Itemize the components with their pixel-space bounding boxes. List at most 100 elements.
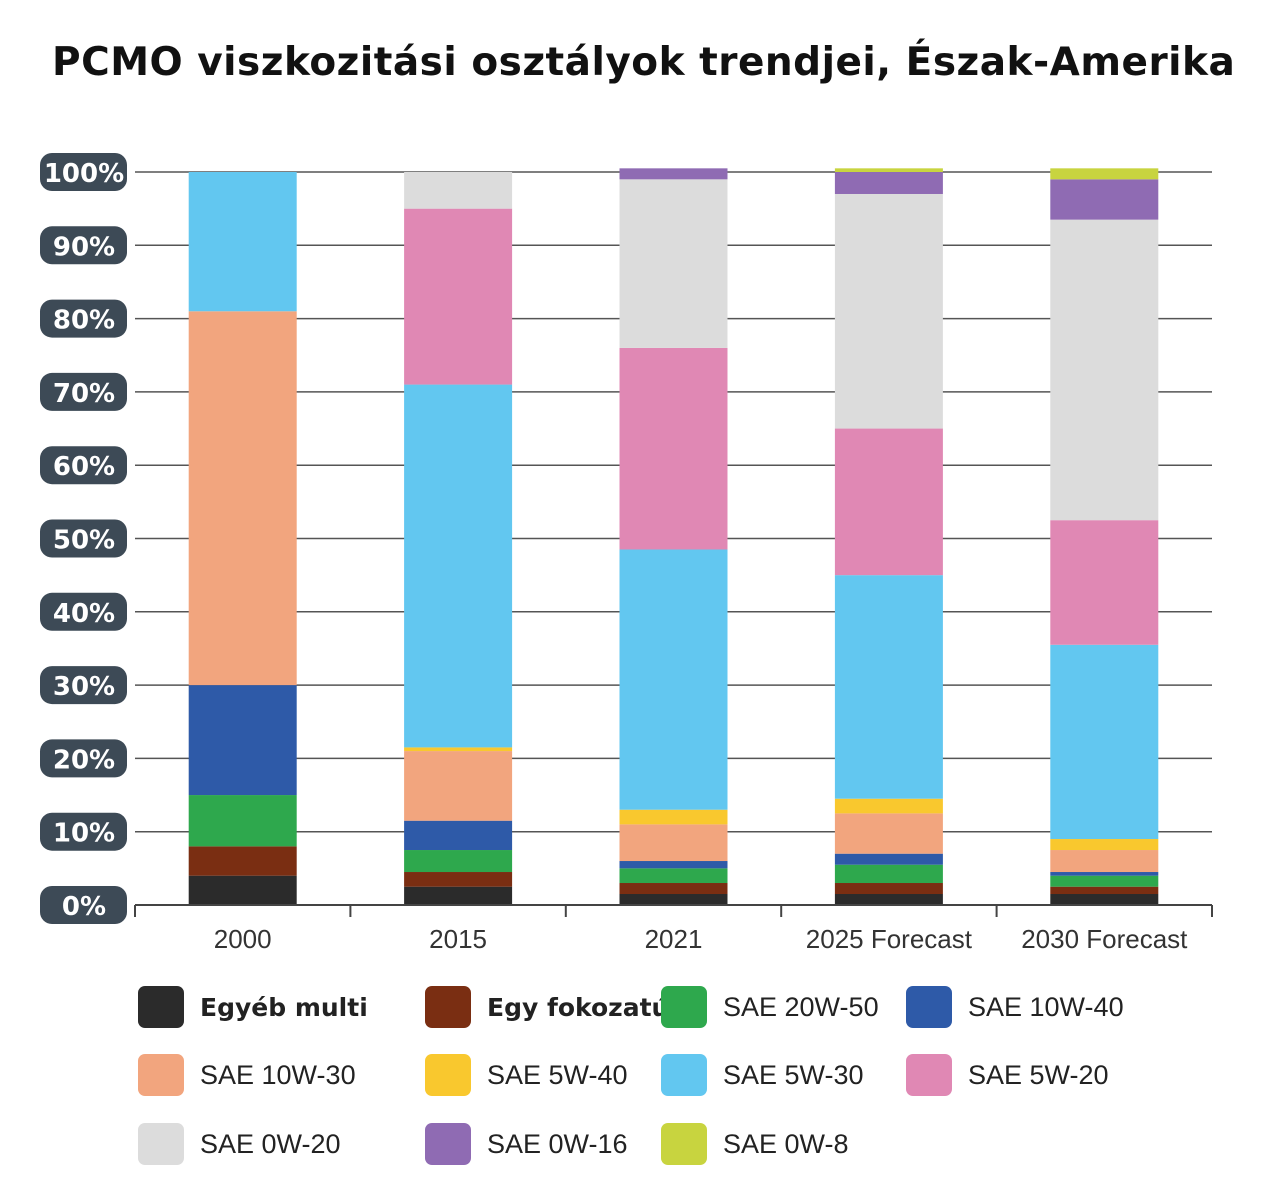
legend-item: Egy fokozatú <box>425 984 669 1030</box>
bar-segment <box>834 172 943 194</box>
y-tick-badge <box>40 299 127 338</box>
y-tick-label: 0% <box>62 892 106 922</box>
legend-item: SAE 20W-50 <box>661 984 879 1030</box>
y-tick: 90% <box>40 226 127 265</box>
y-tick-badge <box>40 886 127 924</box>
bar-segment <box>834 428 943 576</box>
x-tick-label: 2000 <box>214 924 272 954</box>
bar-segment <box>834 864 943 884</box>
bar-segment <box>188 875 297 905</box>
y-tick: 0% <box>40 886 127 924</box>
bar-segment <box>404 172 513 209</box>
y-tick: 60% <box>40 446 127 485</box>
y-tick-label: 60% <box>53 452 115 482</box>
y-tick-badge <box>40 519 127 558</box>
y-tick: 40% <box>40 592 127 631</box>
legend-label: SAE 0W-8 <box>723 1128 849 1159</box>
bar-stack <box>619 168 728 905</box>
bar-segment <box>619 549 728 810</box>
bar-stack <box>1050 168 1159 905</box>
y-tick-badge <box>40 592 127 631</box>
legend-item: SAE 0W-16 <box>425 1121 628 1167</box>
bar-segment <box>619 179 728 348</box>
bar-segment <box>1050 872 1159 876</box>
bar-segment <box>1050 875 1159 887</box>
bar-segment <box>404 751 513 821</box>
bar-segment <box>619 824 728 862</box>
y-tick-badge <box>40 812 127 851</box>
legend-item: SAE 0W-8 <box>661 1121 849 1167</box>
y-tick-label: 30% <box>53 672 115 702</box>
bar-segment <box>619 861 728 869</box>
bars <box>188 168 1159 905</box>
legend-label: SAE 5W-20 <box>968 1059 1109 1090</box>
bar-segment <box>188 685 297 796</box>
bar-segment <box>404 872 513 887</box>
bar-segment <box>619 868 728 884</box>
legend-swatch <box>425 1054 471 1096</box>
legend-swatch <box>661 1123 707 1165</box>
legend-item: SAE 10W-40 <box>906 984 1124 1030</box>
legend-swatch <box>906 986 952 1028</box>
legend-label: SAE 10W-30 <box>200 1059 356 1090</box>
legend-swatch <box>906 1054 952 1096</box>
bar-segment <box>619 168 728 180</box>
bar-segment <box>834 193 943 429</box>
x-tick-label: 2015 <box>429 924 487 954</box>
bar-segment <box>1050 886 1159 895</box>
x-tick-label: 2025 Forecast <box>806 924 973 954</box>
bar-stack <box>188 172 297 905</box>
y-tick-labels: 0% 10% 20% 30% 40% 50% 60% 70% 80% 90% 100% <box>40 153 127 924</box>
legend-label: SAE 0W-20 <box>200 1128 341 1159</box>
legend-item: SAE 0W-20 <box>138 1121 341 1167</box>
bar-segment <box>1050 219 1159 521</box>
y-tick-label: 70% <box>53 379 115 409</box>
stacked-bar-chart: 0%10%20%30%40%50%60%70%80%90%100% 2000 20… <box>40 153 1213 954</box>
bar-segment <box>188 172 297 312</box>
legend-swatch <box>425 986 471 1028</box>
y-tick-label: 90% <box>53 232 115 262</box>
legend-item: SAE 5W-20 <box>906 1052 1109 1098</box>
y-tick-badge <box>40 446 127 485</box>
legend-swatch <box>138 1123 184 1165</box>
y-tick: 80% <box>40 299 127 338</box>
x-tick-labels: 2000 2015 2021 2025 Forecast 2030 Forecast <box>214 924 1188 954</box>
y-tick-badge <box>40 372 127 411</box>
bar-stack <box>404 172 513 905</box>
legend-swatch <box>138 986 184 1028</box>
y-tick: 20% <box>40 739 127 778</box>
bar-segment <box>834 575 943 799</box>
bar-segment <box>619 894 728 905</box>
bar-segment <box>1050 850 1159 873</box>
legend-label: SAE 0W-16 <box>487 1128 628 1159</box>
bar-segment <box>834 168 943 172</box>
y-tick-label: 10% <box>53 819 115 849</box>
legend-swatch <box>138 1054 184 1096</box>
legend-label: Egy fokozatú <box>487 992 670 1022</box>
bar-stack <box>834 168 943 905</box>
legend-swatch <box>661 986 707 1028</box>
bar-segment <box>834 813 943 854</box>
x-tick-label: 2021 <box>645 924 703 954</box>
legend-label: SAE 5W-30 <box>723 1059 864 1090</box>
bar-segment <box>188 795 297 847</box>
legend-label: SAE 5W-40 <box>487 1059 628 1090</box>
bar-segment <box>1050 839 1159 851</box>
y-tick: 10% <box>40 812 127 851</box>
bar-segment <box>1050 644 1159 840</box>
bar-segment <box>404 747 513 752</box>
legend-label: SAE 20W-50 <box>723 991 879 1022</box>
bar-segment <box>1050 520 1159 645</box>
bar-segment <box>1050 168 1159 180</box>
x-tick-label: 2030 Forecast <box>1021 924 1188 954</box>
y-tick: 50% <box>40 519 127 558</box>
bar-segment <box>404 384 513 748</box>
y-tick-label: 40% <box>53 599 115 629</box>
y-tick-badge <box>40 153 127 191</box>
bar-segment <box>619 883 728 895</box>
legend-item: SAE 5W-30 <box>661 1052 864 1098</box>
legend-label: Egyéb multi <box>200 992 368 1022</box>
bar-segment <box>834 894 943 905</box>
bar-segment <box>1050 894 1159 905</box>
bar-segment <box>404 208 513 385</box>
